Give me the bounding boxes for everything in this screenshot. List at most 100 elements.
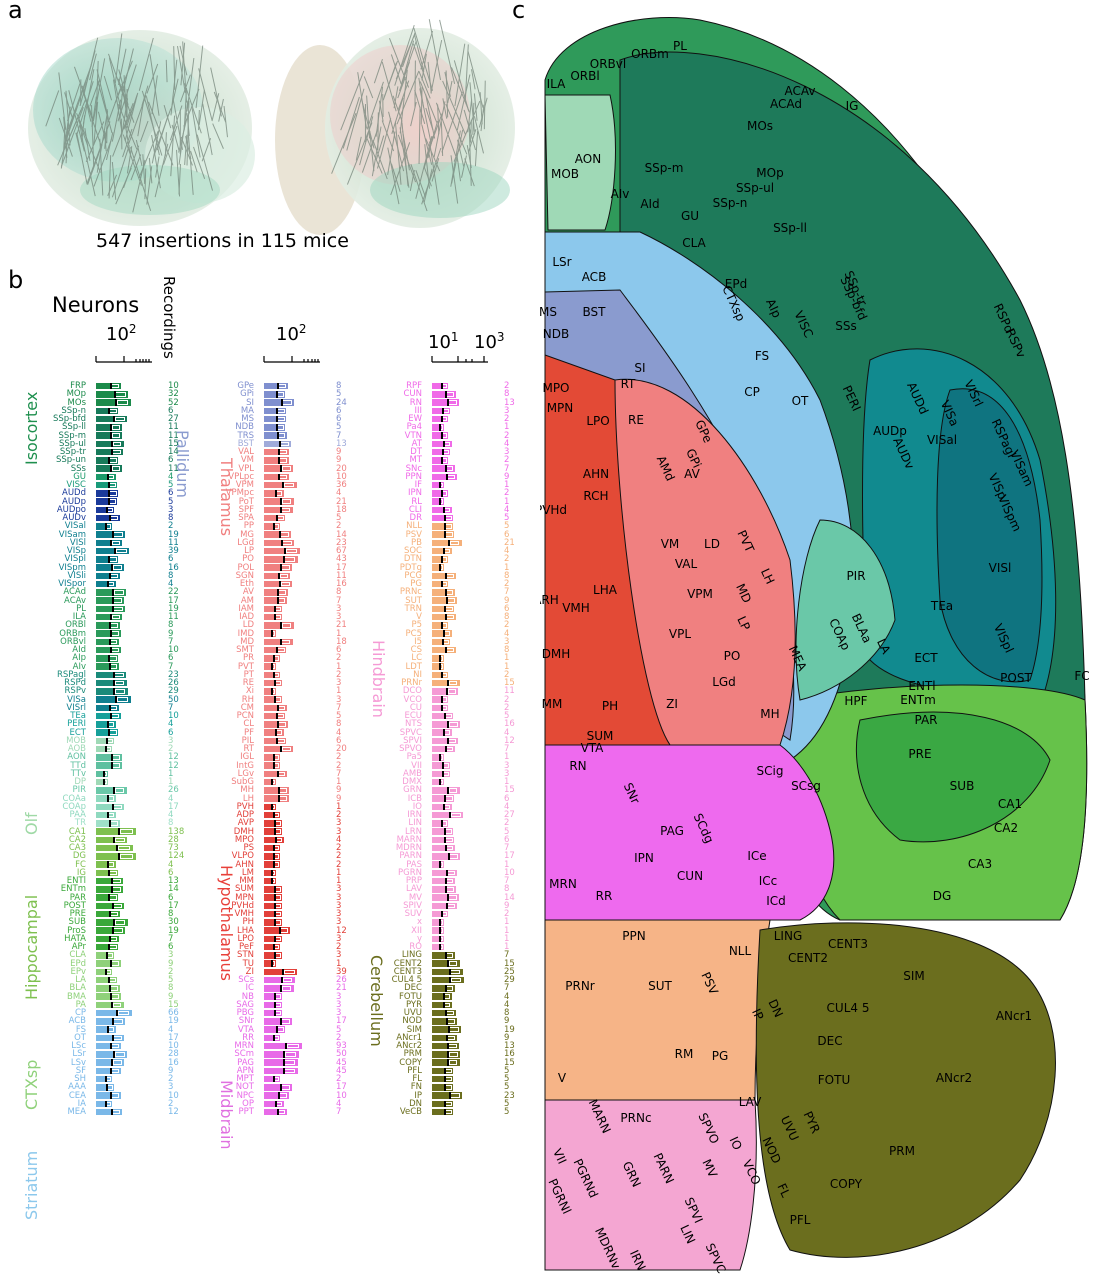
median-tick (109, 985, 111, 992)
neuron-count-box (281, 1085, 290, 1090)
median-tick (439, 861, 441, 868)
neuron-count-box (445, 1085, 452, 1090)
neuron-count-box (450, 541, 459, 546)
median-tick (108, 729, 110, 736)
median-tick (277, 589, 279, 596)
median-tick (278, 449, 280, 456)
flatmap-region-label: ACAv (785, 84, 816, 98)
median-tick (439, 936, 441, 943)
median-tick (448, 853, 450, 860)
neuron-count-box (110, 986, 118, 991)
median-tick (274, 903, 276, 910)
flatmap-region-label: MS (540, 305, 557, 319)
median-tick (444, 713, 446, 720)
flatmap-region-label: SI (634, 361, 645, 375)
median-tick (447, 894, 449, 901)
median-tick (110, 630, 112, 637)
median-tick (280, 746, 282, 753)
neuron-count-box (445, 1069, 452, 1074)
median-tick (442, 449, 444, 456)
neuron-count-box (277, 392, 284, 397)
neuron-count-box (115, 838, 125, 843)
median-tick (114, 391, 116, 398)
neuron-count-box (445, 1077, 452, 1082)
median-tick (444, 837, 446, 844)
flatmap-region-label: CA1 (998, 797, 1022, 811)
median-tick (444, 1084, 446, 1091)
neuron-count-box (112, 879, 121, 884)
median-tick (443, 804, 445, 811)
median-tick (271, 960, 273, 967)
median-tick (107, 861, 109, 868)
median-tick (110, 424, 112, 431)
neuron-count-box (446, 615, 454, 620)
median-tick (279, 581, 281, 588)
median-tick (447, 1059, 449, 1066)
median-tick (279, 927, 281, 934)
median-tick (278, 474, 280, 481)
neuron-count-box (112, 466, 120, 471)
median-tick (283, 1068, 285, 1075)
flatmap-region-label: SUB (950, 779, 975, 793)
median-tick (273, 754, 275, 761)
col1-ruler (96, 356, 152, 362)
flatmap-region-label: AON (575, 152, 601, 166)
neuron-count-box (279, 796, 287, 801)
median-tick (273, 523, 275, 530)
median-tick (275, 490, 277, 497)
neuron-count-box (113, 565, 122, 570)
flatmap-region-label: PPN (622, 929, 645, 943)
median-tick (109, 573, 111, 580)
neuron-count-box (446, 1011, 454, 1016)
median-tick (112, 531, 114, 538)
median-tick (281, 540, 283, 547)
neuron-count-box (113, 442, 122, 447)
median-tick (109, 622, 111, 629)
median-tick (271, 630, 273, 637)
group-label-hippocampal: Hippocampal (22, 895, 41, 1000)
median-tick (274, 919, 276, 926)
neuron-count-box (445, 796, 452, 801)
flatmap-region-label: AHN (583, 467, 609, 481)
flatmap-region-label: RCH (583, 489, 608, 503)
median-tick (449, 977, 451, 984)
flatmap-region-label: LGd (712, 675, 736, 689)
median-tick (273, 762, 275, 769)
median-tick (273, 1076, 275, 1083)
neuron-count-box (281, 1019, 290, 1024)
flatmap-region-label: VPL (669, 627, 691, 641)
flatmap-region-label: CP (744, 385, 760, 399)
neuron-count-box (111, 714, 119, 719)
flatmap-region-label: SCig (757, 764, 784, 778)
neuron-count-box (109, 978, 116, 983)
flatmap-region-label: SSp-m (645, 161, 684, 175)
neuron-count-box (449, 1052, 458, 1057)
median-tick (274, 952, 276, 959)
flatmap-region-label: LHA (593, 583, 618, 597)
flatmap-region-label: CA3 (968, 857, 992, 871)
neuron-count-box (110, 706, 117, 711)
flatmap-region-label: SSp-n (713, 196, 748, 210)
neuron-count-box (109, 730, 116, 735)
median-tick (275, 729, 277, 736)
flatmap-region-label: MM (542, 697, 563, 711)
median-tick (271, 688, 273, 695)
neuron-count-box (284, 557, 295, 562)
median-tick (108, 655, 110, 662)
median-tick (118, 853, 120, 860)
median-tick (108, 556, 110, 563)
median-tick (109, 911, 111, 918)
neuron-count-box (109, 499, 116, 504)
flatmap-region-label: SSs (835, 319, 857, 333)
neuron-count-box (445, 838, 452, 843)
neuron-count-box (110, 640, 117, 645)
median-tick (111, 1002, 113, 1009)
flatmap-region-label: AIv (611, 187, 630, 201)
flatmap-region-label: PH (602, 699, 618, 713)
neuron-count-box (109, 871, 116, 876)
neuron-count-box (110, 821, 118, 826)
median-tick (276, 647, 278, 654)
neuron-count-box (446, 986, 453, 991)
neuron-count-box (277, 714, 284, 719)
median-tick (280, 622, 282, 629)
